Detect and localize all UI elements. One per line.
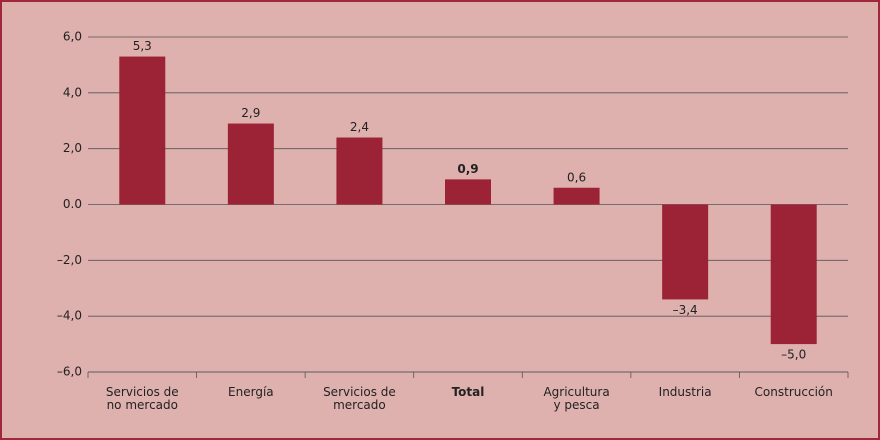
y-tick-label: –6,0 [57, 365, 82, 379]
y-tick-label: –4,0 [57, 309, 82, 323]
y-tick-label: 2,0 [63, 141, 82, 155]
x-tick-label: Industria [659, 385, 712, 399]
x-tick-label-line: y pesca [554, 398, 600, 412]
x-tick-label-line: Energía [228, 385, 274, 399]
y-tick-label: 6,0 [63, 30, 82, 44]
bar [770, 204, 817, 345]
x-tick-label: Servicios de no mercado [106, 385, 179, 412]
value-label: 0,6 [567, 170, 586, 184]
x-tick-label-line: mercado [333, 398, 386, 412]
x-tick-label-line: Agricultura [543, 385, 609, 399]
x-tick-label-line: Total [452, 385, 485, 399]
x-tick-label-line: Construcción [755, 385, 833, 399]
bar [227, 123, 274, 205]
bar [336, 137, 383, 205]
x-tick-label: Servicios de mercado [323, 385, 396, 412]
value-label: 5,3 [133, 39, 152, 53]
value-label: 0,9 [457, 162, 478, 176]
x-tick-label-line: Servicios de [323, 385, 396, 399]
value-label: –5,0 [781, 348, 806, 362]
x-tick-label-line: Servicios de [106, 385, 179, 399]
x-tick-label: Total [452, 385, 485, 399]
x-tick-label-line: Industria [659, 385, 712, 399]
bar [445, 179, 491, 205]
value-label: –3,4 [673, 303, 698, 317]
x-tick-label: Agricultura y pesca [543, 385, 609, 412]
value-label: 2,4 [350, 120, 369, 134]
value-label: 2,9 [241, 106, 260, 120]
x-tick-label: Energía [228, 385, 274, 399]
x-tick-label-line: no mercado [107, 398, 178, 412]
bar [553, 187, 600, 205]
x-tick-label: Construcción [755, 385, 833, 399]
bar [119, 56, 166, 205]
bar [662, 204, 709, 300]
y-tick-label: –2,0 [57, 253, 82, 267]
y-tick-label: 4,0 [63, 85, 82, 99]
y-tick-label: 0.0 [63, 197, 82, 211]
